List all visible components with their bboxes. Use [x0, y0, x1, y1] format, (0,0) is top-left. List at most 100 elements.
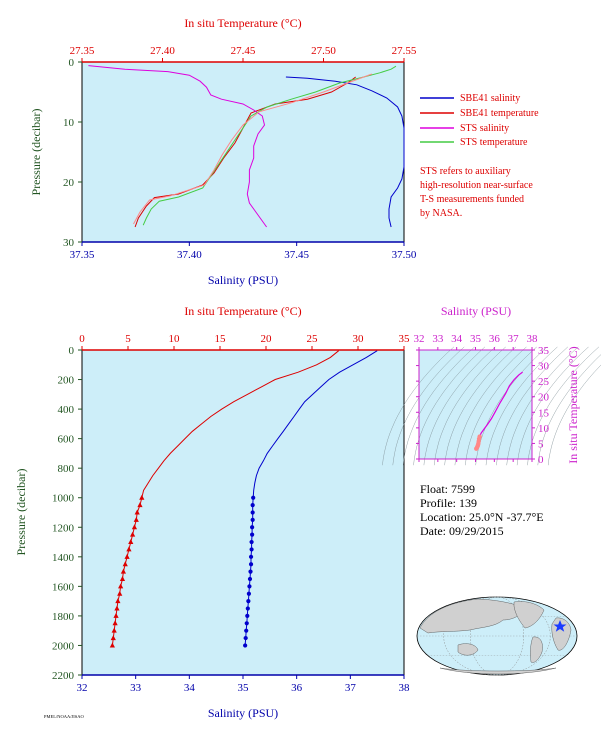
lower-series-sbe-temperature-marker [112, 620, 118, 626]
ts-series-profile-marker [474, 446, 479, 451]
lower-temperature-tick-label: 10 [169, 333, 181, 345]
location: Location: 25.0°N -37.7°E [420, 510, 544, 524]
ts-salinity-tick-label: 38 [527, 333, 539, 345]
lower-series-sbe-salinity-marker [244, 628, 249, 633]
legend-label-sts-temperature: STS temperature [460, 137, 528, 148]
ts-temperature-tick-label: 35 [538, 345, 550, 357]
legend-label-sbe-temperature: SBE41 temperature [460, 108, 539, 119]
lower-salinity-tick-label: 34 [184, 682, 196, 694]
lower-temperature-tick-label: 25 [307, 333, 319, 345]
lower-series-sbe-salinity-marker [243, 635, 248, 641]
lower-salinity-tick-label: 35 [238, 682, 250, 694]
upper-top-axis-label: In situ Temperature (°C) [184, 16, 301, 30]
float-id: Float: 7599 [420, 482, 475, 496]
ts-isopycnal-line [382, 346, 455, 466]
ts-isopycnal-line [485, 346, 558, 466]
lower-series-sbe-salinity-marker [250, 517, 255, 522]
ts-right-axis-label: In situ Temperature (°C) [566, 346, 580, 463]
lower-series-sbe-temperature-marker [131, 524, 138, 530]
lower-pressure-tick-label: 2000 [52, 640, 75, 652]
legend-note-line: T-S measurements funded [420, 194, 524, 205]
lower-series-sbe-salinity-marker [244, 621, 249, 626]
lower-series-sbe-temperature-marker [122, 561, 128, 567]
ts-salinity-tick-label: 34 [451, 333, 463, 345]
ts-salinity-tick-label: 37 [508, 333, 520, 345]
upper-temperature-tick-label: 27.35 [70, 45, 95, 57]
lower-series-sbe-temperature-marker [111, 627, 117, 633]
lower-series-sbe-temperature-marker [134, 509, 140, 515]
ts-isopycnal-line [434, 346, 506, 466]
lower-pressure-tick-label: 400 [58, 404, 75, 416]
lower-series-sbe-salinity-marker [250, 532, 255, 537]
ts-isopycnal-line [423, 346, 496, 466]
ts-salinity-tick-label: 35 [470, 333, 482, 345]
lower-series-sbe-salinity-marker [245, 613, 250, 619]
ts-isopycnal-line [516, 346, 589, 466]
ts-isopycnal-line [413, 346, 486, 466]
legend-label-sts-salinity: STS salinity [460, 123, 509, 134]
lower-series-sbe-temperature-marker [124, 553, 130, 559]
lower-series-sbe-temperature-marker [118, 583, 124, 589]
lower-series-sbe-temperature-marker [130, 531, 136, 537]
legend-note-line: by NASA. [420, 208, 462, 219]
upper-pressure-tick-label: 0 [69, 57, 75, 69]
upper-temperature-tick-label: 27.50 [311, 45, 336, 57]
lower-pressure-tick-label: 800 [58, 463, 75, 475]
lower-temperature-tick-label: 15 [215, 333, 227, 345]
lower-series-sbe-temperature-marker [133, 516, 139, 522]
lower-top-axis-label: In situ Temperature (°C) [184, 304, 301, 318]
lower-series-sbe-temperature-marker [137, 502, 143, 508]
legend-note-line: STS refers to auxiliary [420, 166, 511, 177]
lower-pressure-tick-label: 2200 [52, 670, 75, 682]
upper-chart: 27.35 27.40 27.45 27.50 27.55 37.35 37.40 37.45… [29, 16, 417, 287]
upper-series-sbe-salinity [285, 76, 405, 228]
lower-salinity-tick-label: 32 [77, 682, 88, 694]
lower-temperature-tick-label: 30 [353, 333, 365, 345]
lower-series-sbe-salinity-marker [249, 539, 254, 545]
lower-pressure-tick-label: 1400 [52, 552, 75, 564]
ts-plot-area [418, 349, 533, 460]
upper-series-sts-salinity [88, 65, 268, 228]
lower-series-sbe-temperature-marker [119, 575, 126, 581]
lower-series-sbe-temperature-marker [120, 568, 126, 574]
lower-temperature-tick-label: 35 [399, 333, 411, 345]
legend-label-sbe-salinity: SBE41 salinity [460, 93, 520, 104]
map-land-australia [457, 643, 479, 656]
upper-salinity-tick-label: 37.45 [284, 249, 309, 261]
ts-salinity-tick-label: 36 [489, 333, 501, 345]
float-location-marker-icon [553, 620, 567, 632]
lower-series-sbe-temperature-marker [114, 605, 120, 611]
date: Date: 09/29/2015 [420, 524, 504, 538]
ts-isopycnal-line [454, 346, 527, 466]
lower-series-sbe-temperature-marker [115, 598, 121, 604]
lower-salinity-tick-label: 37 [345, 682, 357, 694]
upper-salinity-tick-label: 37.50 [392, 249, 417, 261]
ts-temperature-tick-label: 10 [538, 423, 550, 435]
ts-salinity-tick-label: 33 [432, 333, 444, 345]
lower-series-sbe-salinity-marker [251, 495, 256, 500]
lower-series-sbe-temperature-marker [128, 539, 134, 545]
float-info: Float: 7599 Profile: 139 Location: 25.0°… [420, 482, 544, 538]
ts-isopycnal-line [403, 346, 475, 466]
lower-temperature-tick-label: 0 [79, 333, 85, 345]
lower-series-sbe-temperature-marker [113, 612, 119, 618]
ts-isopycnal-line [506, 346, 579, 466]
lower-pressure-tick-label: 1000 [52, 493, 75, 505]
lower-salinity-tick-label: 36 [291, 682, 303, 694]
ts-isopycnal-line [537, 354, 601, 466]
lower-pressure-tick-label: 200 [58, 375, 75, 387]
map-land-north-america [513, 601, 545, 629]
lower-bottom-axis-label: Salinity (PSU) [208, 706, 278, 720]
lower-series-sbe-salinity-marker [245, 606, 250, 611]
lower-salinity-tick-label: 38 [399, 682, 411, 694]
lower-series-sbe-salinity-marker [246, 591, 252, 596]
lower-series-sbe-temperature-marker [126, 546, 132, 552]
upper-pressure-tick-label: 30 [63, 237, 75, 249]
lower-series-sbe-temperature-marker [117, 590, 123, 596]
lower-series-sbe-salinity-marker [243, 643, 248, 648]
ts-temperature-tick-label: 5 [538, 438, 544, 450]
ts-temperature-tick-label: 20 [538, 392, 550, 404]
lower-series-sbe-salinity-marker [250, 503, 255, 508]
ts-isopycnal-line [465, 346, 537, 466]
legend-note-line: high-resolution near-surface [420, 180, 533, 191]
